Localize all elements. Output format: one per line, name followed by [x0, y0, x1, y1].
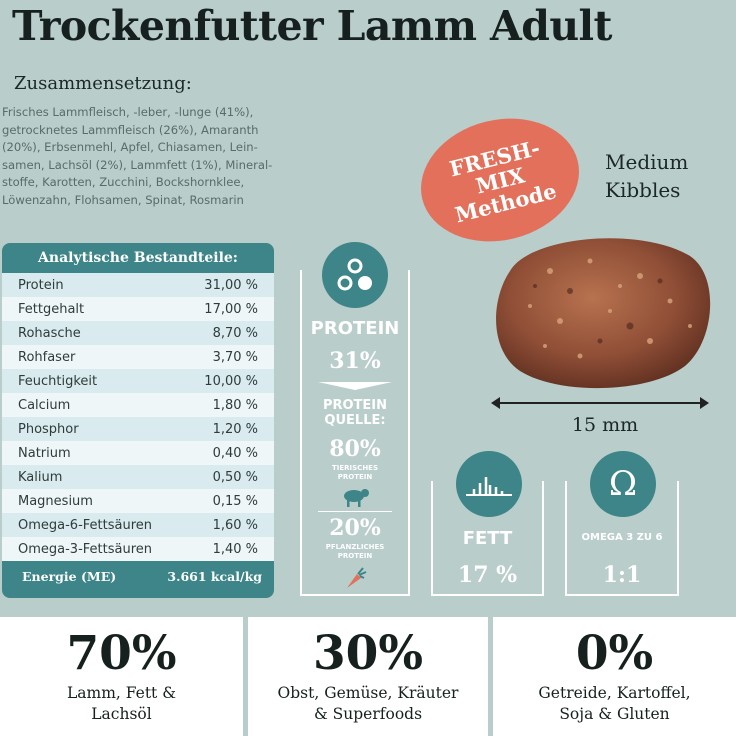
- energy-row: Energie (ME) 3.661 kcal/kg: [2, 561, 274, 591]
- composition-heading: Zusammensetzung:: [14, 73, 192, 94]
- divider: [318, 511, 392, 512]
- fett-value: 17 %: [457, 562, 518, 588]
- composition-line: Löwenzahn, Flohsamen, Spinat, Rosmarin: [2, 192, 244, 207]
- row-name: Fettgehalt: [18, 301, 85, 317]
- row-value: 1,20 %: [212, 421, 258, 437]
- table-row: Rohfaser 3,70 %: [2, 345, 274, 369]
- plant-protein-line: PFLANZLICHES: [325, 543, 385, 551]
- kibbles-line: Medium: [605, 150, 689, 174]
- row-value: 10,00 %: [204, 373, 258, 389]
- row-name: Rohfaser: [18, 349, 76, 365]
- omega-label: OMEGA 3 ZU 6: [581, 532, 663, 543]
- row-value: 0,40 %: [212, 445, 258, 461]
- row-name: Omega-3-Fettsäuren: [18, 541, 152, 557]
- sheep-icon: [344, 489, 369, 507]
- chevron-divider-icon: [318, 382, 392, 390]
- animal-protein-label: TIERISCHES PROTEIN: [300, 464, 410, 482]
- bottom-percent: 0%: [575, 626, 654, 681]
- row-name: Omega-6-Fettsäuren: [18, 517, 152, 533]
- page-title: Trockenfutter Lamm Adult: [12, 2, 612, 50]
- analysis-rows: Protein 31,00 % Fettgehalt 17,00 % Rohasch…: [2, 273, 274, 561]
- protein-molecule-icon: [322, 242, 388, 308]
- protein-source-line: QUELLE:: [324, 413, 386, 428]
- protein-column: [300, 270, 410, 596]
- table-row: Omega-3-Fettsäuren 1,40 %: [2, 537, 274, 561]
- bottom-line: Lachsöl: [91, 705, 152, 723]
- table-row: Fettgehalt 17,00 %: [2, 297, 274, 321]
- composition-line: samen, Lachsöl (2%), Lammfett (1%), Mine…: [2, 157, 273, 172]
- protein-value: 31%: [329, 348, 381, 374]
- row-value: 0,50 %: [212, 469, 258, 485]
- bottom-percent: 70%: [66, 626, 177, 681]
- bottom-text: Obst, Gemüse, Kräuter & Superfoods: [248, 683, 488, 725]
- bottom-box: 70% Lamm, Fett & Lachsöl: [0, 617, 243, 736]
- animal-protein-line: PROTEIN: [337, 473, 373, 481]
- fat-chart-icon: [456, 451, 522, 517]
- energy-value: 3.661 kcal/kg: [167, 568, 262, 584]
- animal-protein-line: TIERISCHES: [331, 464, 379, 472]
- row-value: 3,70 %: [212, 349, 258, 365]
- bottom-text: Getreide, Kartoffel, Soja & Gluten: [493, 683, 736, 725]
- kibbles-line: Kibbles: [605, 178, 681, 202]
- table-row: Feuchtigkeit 10,00 %: [2, 369, 274, 393]
- table-row: Kalium 0,50 %: [2, 465, 274, 489]
- omega-icon: Ω: [590, 451, 656, 517]
- kibble-size: 15 mm: [571, 414, 639, 436]
- carrot-icon: [347, 567, 367, 588]
- table-row: Rohasche 8,70 %: [2, 321, 274, 345]
- row-name: Kalium: [18, 469, 63, 485]
- plant-protein-line: PROTEIN: [337, 552, 373, 560]
- bottom-line: Soja & Gluten: [559, 705, 670, 723]
- kibble-image: [496, 238, 711, 389]
- bottom-text: Lamm, Fett & Lachsöl: [0, 683, 243, 725]
- table-row: Omega-6-Fettsäuren 1,60 %: [2, 513, 274, 537]
- bottom-line: Obst, Gemüse, Kräuter: [277, 684, 459, 702]
- protein-source-label: PROTEIN QUELLE:: [300, 398, 410, 428]
- row-value: 31,00 %: [204, 277, 258, 293]
- plant-protein-label: PFLANZLICHES PROTEIN: [300, 543, 410, 561]
- table-row: Calcium 1,80 %: [2, 393, 274, 417]
- kibbles-label: Medium Kibbles: [605, 148, 735, 204]
- table-row: Magnesium 0,15 %: [2, 489, 274, 513]
- fett-label: FETT: [462, 528, 513, 549]
- row-value: 8,70 %: [212, 325, 258, 341]
- row-value: 0,15 %: [212, 493, 258, 509]
- row-name: Calcium: [18, 397, 71, 413]
- size-arrow: [491, 397, 709, 409]
- row-name: Rohasche: [18, 325, 81, 341]
- row-name: Feuchtigkeit: [18, 373, 98, 389]
- bottom-line: Lamm, Fett &: [66, 684, 177, 702]
- row-name: Phosphor: [18, 421, 79, 437]
- row-name: Natrium: [18, 445, 71, 461]
- row-name: Protein: [18, 277, 64, 293]
- composition-line: Frisches Lammfleisch, -leber, -lunge (41…: [2, 105, 254, 119]
- protein-label: PROTEIN: [310, 318, 400, 339]
- bottom-box: 0% Getreide, Kartoffel, Soja & Gluten: [493, 617, 736, 736]
- table-row: Natrium 0,40 %: [2, 441, 274, 465]
- bottom-line: Getreide, Kartoffel,: [538, 684, 691, 702]
- table-row: Phosphor 1,20 %: [2, 417, 274, 441]
- row-value: 1,60 %: [212, 517, 258, 533]
- protein-source-line: PROTEIN: [322, 398, 388, 413]
- bottom-line: & Superfoods: [313, 705, 423, 723]
- fett-column: [431, 481, 544, 596]
- composition-line: stoffe, Karotten, Zucchini, Bockshornkle…: [2, 175, 245, 189]
- row-value: 1,40 %: [212, 541, 258, 557]
- energy-label: Energie (ME): [22, 568, 117, 584]
- bottom-percent: 30%: [312, 626, 424, 681]
- composition-line: getrocknetes Lammfleisch (26%), Amaranth: [2, 122, 259, 137]
- composition-text: Frisches Lammfleisch, -leber, -lunge (41…: [2, 104, 314, 209]
- analysis-heading: Analytische Bestandteile:: [38, 250, 238, 266]
- analysis-table: Analytische Bestandteile: Protein 31,00 %…: [2, 243, 274, 598]
- animal-protein-value: 80%: [329, 436, 381, 462]
- omega-value: 1:1: [602, 562, 642, 588]
- row-value: 1,80 %: [212, 397, 258, 413]
- bottom-box: 30% Obst, Gemüse, Kräuter & Superfoods: [248, 617, 488, 736]
- composition-line: (20%), Erbsenmehl, Apfel, Chiasamen, Lei…: [2, 140, 258, 154]
- plant-protein-value: 20%: [329, 515, 381, 541]
- table-row: Protein 31,00 %: [2, 273, 274, 297]
- row-name: Magnesium: [18, 493, 93, 509]
- omega-column: [565, 481, 679, 596]
- row-value: 17,00 %: [204, 301, 258, 317]
